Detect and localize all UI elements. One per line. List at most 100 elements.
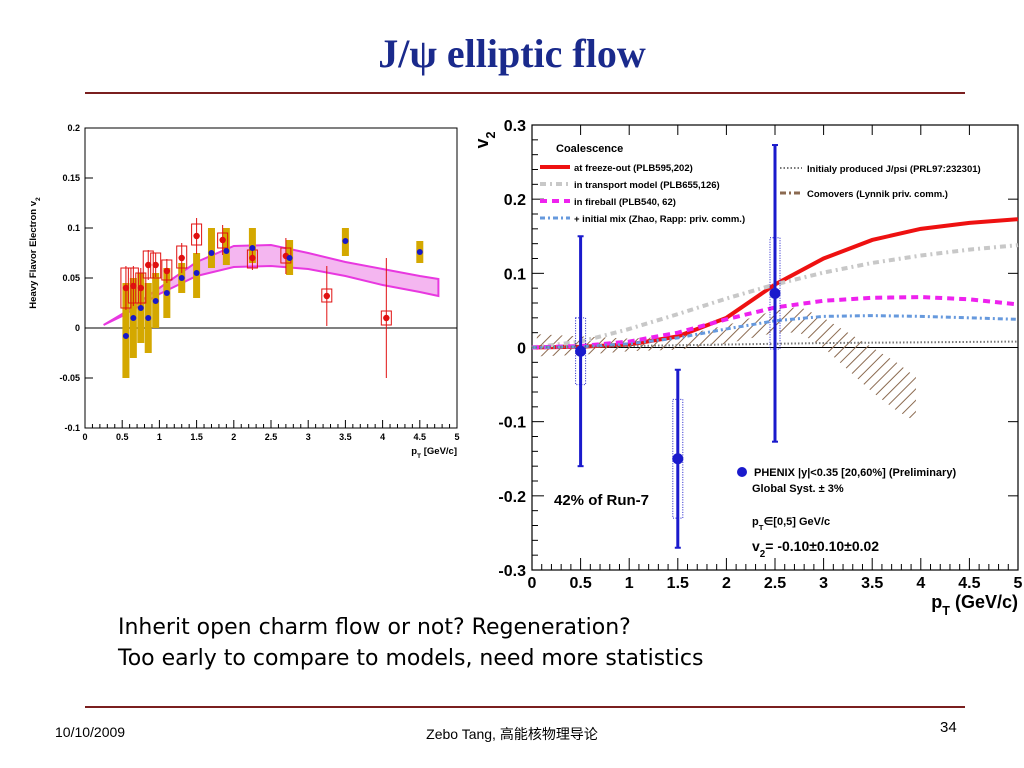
legend-entry: in fireball (PLB540, 62) <box>574 197 676 208</box>
y-tick-label: -0.1 <box>498 415 526 432</box>
x-tick-label: 3 <box>306 432 311 442</box>
pt-range-label: pT∈[0,5] GeV/c <box>752 516 830 532</box>
page-number: 34 <box>940 719 957 736</box>
comovers-band <box>536 306 916 422</box>
x-tick-label: 2.5 <box>265 432 278 442</box>
data-point-blue <box>152 298 159 304</box>
data-point-blue <box>342 238 349 244</box>
x-tick-label: 0.5 <box>569 575 591 592</box>
x-tick-label: 1.5 <box>667 575 689 592</box>
y-tick-label: 0.1 <box>67 223 80 233</box>
phenix-data-point <box>672 453 684 465</box>
slide-caption: Inherit open charm flow or not? Regenera… <box>118 612 703 674</box>
data-point-blue <box>286 255 293 261</box>
y-tick-label: -0.1 <box>64 423 80 433</box>
data-point-blue <box>208 250 215 256</box>
curve-initial-mix <box>531 314 1019 349</box>
y-axis-label: v2 <box>472 131 498 148</box>
x-tick-label: 0 <box>528 575 537 592</box>
data-point-red <box>137 284 144 292</box>
global-syst-label: Global Syst. ± 3% <box>752 483 844 495</box>
phenix-data-point <box>575 345 587 357</box>
legend-entry: at freeze-out (PLB595,202) <box>574 163 693 174</box>
y-tick-label: -0.3 <box>498 563 526 580</box>
y-tick-label: 0.1 <box>504 266 526 283</box>
systematic-box <box>380 310 392 326</box>
data-point-red <box>152 261 159 269</box>
x-tick-label: 4 <box>380 432 385 442</box>
footer-author: Zebo Tang, 高能核物理导论 <box>426 726 598 742</box>
curve-initial-production <box>531 340 1019 349</box>
y-axis-label: Heavy Flavor Electron v2 <box>28 197 42 309</box>
data-point-red <box>323 292 330 300</box>
phenix-data-point <box>769 287 781 299</box>
data-point-red <box>130 282 137 290</box>
data-point-blue <box>137 305 144 311</box>
systematic-box <box>321 288 333 303</box>
systematic-box <box>135 272 147 304</box>
legend-entry: in transport model (PLB655,126) <box>574 180 720 191</box>
x-tick-label: 4.5 <box>958 575 980 592</box>
x-tick-label: 5 <box>454 432 459 442</box>
y-tick-label: 0.15 <box>62 173 80 183</box>
x-axis-label: pT [GeV/c] <box>411 446 457 460</box>
jpsi-v2-chart: 0 0.5 1 1.5 2 2.5 3 3.5 4 4.5 5 -0.3 -0.2 -0.1 0 0.1 0.2… <box>472 118 1023 615</box>
data-point-red <box>383 314 390 322</box>
data-point-blue <box>163 290 170 296</box>
data-point-blue <box>416 249 423 255</box>
run-label: 42% of Run-7 <box>554 492 649 509</box>
y-tick-label: 0.2 <box>504 192 526 209</box>
x-tick-label: 3.5 <box>861 575 883 592</box>
x-axis-label: pT (GeV/c) <box>931 592 1018 615</box>
data-point-red <box>122 284 130 292</box>
x-tick-label: 0.5 <box>116 432 129 442</box>
systematic-bar <box>207 228 215 268</box>
theory-band <box>103 243 440 326</box>
data-point-blue <box>145 315 152 321</box>
x-tick-label: 3.5 <box>339 432 352 442</box>
y-tick-label: 0 <box>75 323 80 333</box>
x-tick-label: 2 <box>231 432 236 442</box>
y-tick-label: -0.05 <box>59 373 80 383</box>
x-tick-label: 3 <box>819 575 828 592</box>
y-tick-label: -0.2 <box>498 489 526 506</box>
data-point-blue <box>130 315 137 321</box>
x-tick-label: 5 <box>1014 575 1023 592</box>
legend-entry: + initial mix (Zhao, Rapp: priv. comm.) <box>574 214 745 225</box>
systematic-box <box>127 267 139 304</box>
data-point-red <box>163 267 171 275</box>
footer-date: 10/10/2009 <box>55 724 126 740</box>
curve-fireball <box>531 295 1019 350</box>
x-tick-label: 2 <box>722 575 731 592</box>
legend-entry: Comovers (Lynnik priv. comm.) <box>807 189 948 200</box>
systematic-bar <box>122 283 130 378</box>
y-tick-label: 0.3 <box>504 118 526 135</box>
systematic-box <box>176 245 188 269</box>
data-point-blue <box>178 275 185 281</box>
data-point-red <box>219 236 226 244</box>
phenix-legend-label: PHENIX |y|<0.35 [20,60%] (Preliminary) <box>754 467 956 479</box>
caption-line-2: Too early to compare to models, need mor… <box>118 646 704 671</box>
data-point-blue <box>249 245 256 251</box>
x-tick-label: 2.5 <box>764 575 786 592</box>
x-tick-label: 0 <box>82 432 87 442</box>
y-tick-label: 0.05 <box>62 273 80 283</box>
phenix-legend-marker <box>737 467 747 477</box>
systematic-box <box>217 232 229 249</box>
legend-entry: Initialy produced J/psi (PRL97:232301) <box>807 164 981 175</box>
data-point-red <box>178 254 185 262</box>
data-point-red <box>145 261 152 269</box>
systematic-box <box>161 259 173 281</box>
x-tick-label: 1.5 <box>190 432 203 442</box>
caption-line-1: Inherit open charm flow or not? Regenera… <box>118 615 631 640</box>
data-point-blue <box>122 333 129 339</box>
x-tick-label: 1 <box>625 575 634 592</box>
x-tick-label: 4 <box>916 575 925 592</box>
x-tick-label: 4.5 <box>414 432 427 442</box>
heavy-flavor-electron-v2-chart: 0 0.5 1 1.5 2 2.5 3 3.5 4 4.5 5 -0.1 -0.05 0 0.05 0.1 0.… <box>28 123 460 460</box>
data-point-red <box>249 254 256 262</box>
slide-title: J/ψ elliptic flow <box>378 31 646 76</box>
legend-title: Coalescence <box>556 143 623 155</box>
data-point-blue <box>223 248 230 254</box>
data-point-red <box>193 232 200 240</box>
